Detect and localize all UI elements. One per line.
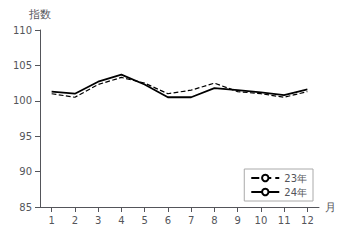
svg-text:3: 3 [95,215,101,226]
svg-text:6: 6 [165,215,171,226]
svg-text:85: 85 [19,202,32,213]
svg-text:2: 2 [72,215,78,226]
svg-text:100: 100 [13,95,32,106]
svg-text:12: 12 [301,215,314,226]
svg-text:5: 5 [141,215,147,226]
svg-text:11: 11 [278,215,291,226]
svg-text:10: 10 [255,215,268,226]
svg-text:9: 9 [234,215,240,226]
svg-text:23年: 23年 [284,173,307,184]
svg-text:24年: 24年 [284,187,307,198]
svg-text:8: 8 [211,215,217,226]
svg-text:4: 4 [118,215,124,226]
svg-text:1: 1 [48,215,54,226]
svg-text:90: 90 [19,166,32,177]
svg-text:105: 105 [13,60,32,71]
svg-text:指数: 指数 [28,8,51,21]
svg-text:110: 110 [13,25,32,36]
svg-text:月: 月 [325,201,336,214]
svg-text:7: 7 [188,215,194,226]
svg-text:95: 95 [19,131,32,142]
